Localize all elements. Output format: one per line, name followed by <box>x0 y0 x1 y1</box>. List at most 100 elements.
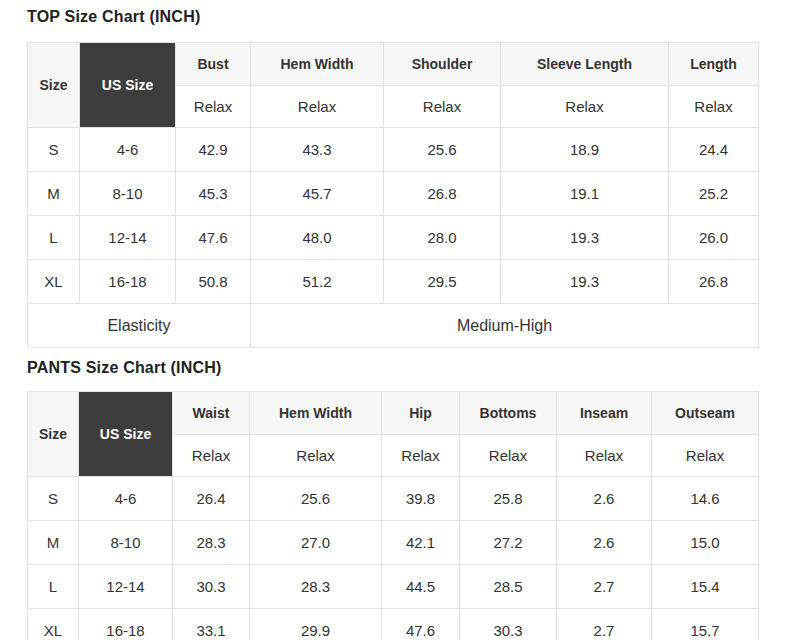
pants-header-inseam: Inseam <box>557 392 652 435</box>
pants-header-row: Size US Size Waist Hem Width Hip Bottoms… <box>28 392 759 435</box>
measure-cell: 50.8 <box>176 260 251 304</box>
fit-cell: Relax <box>250 435 382 477</box>
measure-cell: 47.6 <box>176 216 251 260</box>
measure-cell: 25.2 <box>669 172 759 216</box>
size-cell: L <box>28 565 79 609</box>
fit-cell: Relax <box>173 435 250 477</box>
measure-cell: 2.7 <box>557 565 652 609</box>
measure-cell: 43.3 <box>251 128 384 172</box>
measure-cell: 24.4 <box>669 128 759 172</box>
table-row-s: S 4-6 42.9 43.3 25.6 18.9 24.4 <box>28 128 759 172</box>
table-row-xl: XL 16-18 33.1 29.9 47.6 30.3 2.7 15.7 <box>28 609 759 640</box>
elasticity-value: Medium-High <box>251 304 759 348</box>
measure-cell: 19.3 <box>501 260 669 304</box>
measure-cell: 2.7 <box>557 609 652 640</box>
top-chart-title: TOP Size Chart (INCH) <box>27 8 785 26</box>
measure-cell: 26.8 <box>669 260 759 304</box>
pants-size-table: Size US Size Waist Hem Width Hip Bottoms… <box>27 391 759 640</box>
measure-cell: 39.8 <box>382 477 460 521</box>
measure-cell: 28.5 <box>460 565 557 609</box>
measure-cell: 18.9 <box>501 128 669 172</box>
us-size-cell: 4-6 <box>79 477 173 521</box>
table-row-m: M 8-10 28.3 27.0 42.1 27.2 2.6 15.0 <box>28 521 759 565</box>
measure-cell: 26.0 <box>669 216 759 260</box>
size-cell: M <box>28 521 79 565</box>
size-cell: S <box>28 477 79 521</box>
measure-cell: 28.3 <box>173 521 250 565</box>
top-size-table: Size US Size Bust Hem Width Shoulder Sle… <box>27 42 759 348</box>
measure-cell: 14.6 <box>652 477 759 521</box>
measure-cell: 15.4 <box>652 565 759 609</box>
measure-cell: 28.0 <box>384 216 501 260</box>
us-size-cell: 16-18 <box>80 260 176 304</box>
fit-cell: Relax <box>176 86 251 128</box>
measure-cell: 25.8 <box>460 477 557 521</box>
fit-cell: Relax <box>384 86 501 128</box>
measure-cell: 25.6 <box>250 477 382 521</box>
pants-header-waist: Waist <box>173 392 250 435</box>
measure-cell: 27.2 <box>460 521 557 565</box>
measure-cell: 19.3 <box>501 216 669 260</box>
us-size-cell: 12-14 <box>79 565 173 609</box>
measure-cell: 29.5 <box>384 260 501 304</box>
measure-cell: 44.5 <box>382 565 460 609</box>
us-size-cell: 4-6 <box>80 128 176 172</box>
size-cell: M <box>28 172 80 216</box>
measure-cell: 26.4 <box>173 477 250 521</box>
fit-cell: Relax <box>382 435 460 477</box>
size-chart-page: TOP Size Chart (INCH) Size US Size Bust … <box>0 0 785 640</box>
top-header-length: Length <box>669 43 759 86</box>
measure-cell: 2.6 <box>557 521 652 565</box>
size-cell: XL <box>28 260 80 304</box>
top-header-sleeve-length: Sleeve Length <box>501 43 669 86</box>
elasticity-label: Elasticity <box>28 304 251 348</box>
measure-cell: 51.2 <box>251 260 384 304</box>
fit-cell: Relax <box>501 86 669 128</box>
measure-cell: 47.6 <box>382 609 460 640</box>
fit-cell: Relax <box>669 86 759 128</box>
us-size-cell: 8-10 <box>79 521 173 565</box>
size-cell: L <box>28 216 80 260</box>
size-cell: S <box>28 128 80 172</box>
us-size-cell: 8-10 <box>80 172 176 216</box>
top-header-row: Size US Size Bust Hem Width Shoulder Sle… <box>28 43 759 86</box>
table-row-m: M 8-10 45.3 45.7 26.8 19.1 25.2 <box>28 172 759 216</box>
pants-header-size: Size <box>28 392 79 477</box>
pants-chart-title: PANTS Size Chart (INCH) <box>27 359 785 377</box>
pants-header-bottoms: Bottoms <box>460 392 557 435</box>
fit-cell: Relax <box>557 435 652 477</box>
table-row-s: S 4-6 26.4 25.6 39.8 25.8 2.6 14.6 <box>28 477 759 521</box>
measure-cell: 30.3 <box>173 565 250 609</box>
measure-cell: 15.0 <box>652 521 759 565</box>
measure-cell: 33.1 <box>173 609 250 640</box>
pants-header-outseam: Outseam <box>652 392 759 435</box>
top-header-us-size: US Size <box>80 43 176 128</box>
measure-cell: 45.7 <box>251 172 384 216</box>
us-size-cell: 16-18 <box>79 609 173 640</box>
measure-cell: 19.1 <box>501 172 669 216</box>
table-row-l: L 12-14 47.6 48.0 28.0 19.3 26.0 <box>28 216 759 260</box>
measure-cell: 15.7 <box>652 609 759 640</box>
measure-cell: 45.3 <box>176 172 251 216</box>
top-header-bust: Bust <box>176 43 251 86</box>
measure-cell: 28.3 <box>250 565 382 609</box>
top-header-shoulder: Shoulder <box>384 43 501 86</box>
measure-cell: 42.9 <box>176 128 251 172</box>
fit-cell: Relax <box>652 435 759 477</box>
top-elasticity-row: Elasticity Medium-High <box>28 304 759 348</box>
measure-cell: 30.3 <box>460 609 557 640</box>
fit-cell: Relax <box>251 86 384 128</box>
measure-cell: 42.1 <box>382 521 460 565</box>
table-row-xl: XL 16-18 50.8 51.2 29.5 19.3 26.8 <box>28 260 759 304</box>
pants-header-us-size: US Size <box>79 392 173 477</box>
pants-header-hem-width: Hem Width <box>250 392 382 435</box>
pants-header-hip: Hip <box>382 392 460 435</box>
measure-cell: 25.6 <box>384 128 501 172</box>
table-row-l: L 12-14 30.3 28.3 44.5 28.5 2.7 15.4 <box>28 565 759 609</box>
us-size-cell: 12-14 <box>80 216 176 260</box>
fit-cell: Relax <box>460 435 557 477</box>
measure-cell: 26.8 <box>384 172 501 216</box>
top-header-hem-width: Hem Width <box>251 43 384 86</box>
measure-cell: 29.9 <box>250 609 382 640</box>
measure-cell: 2.6 <box>557 477 652 521</box>
